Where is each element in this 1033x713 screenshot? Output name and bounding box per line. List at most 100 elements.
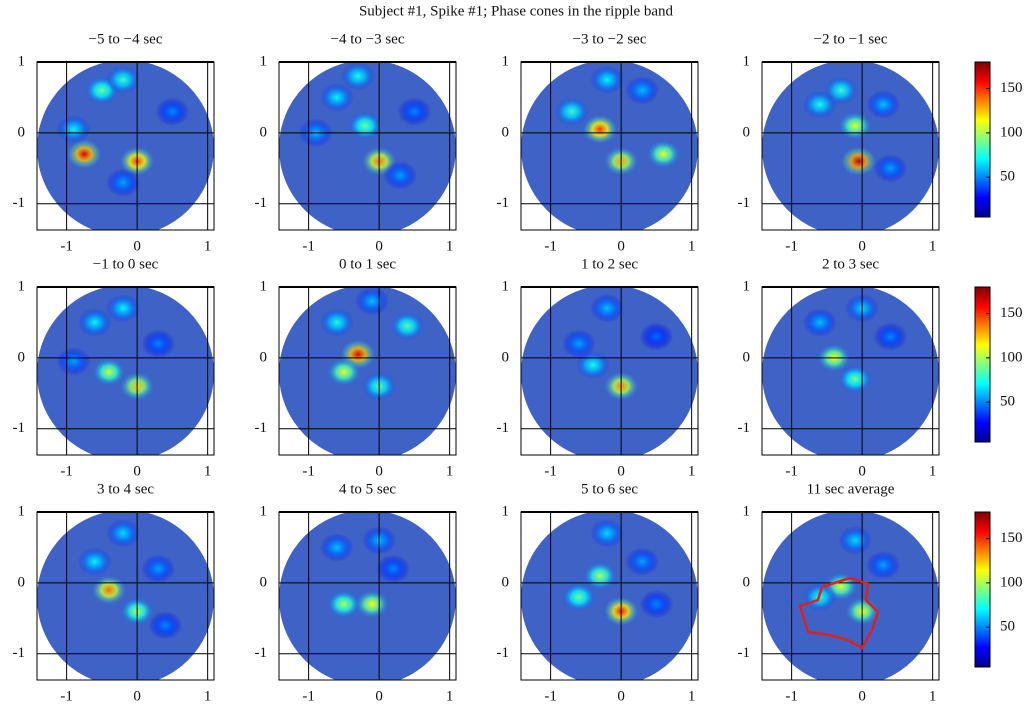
y-tick-label: 0 [502, 574, 510, 590]
panel-title: 1 to 2 sec [581, 256, 638, 272]
colorbar-tick-label: 150 [1000, 530, 1023, 546]
plot-area [762, 62, 939, 230]
x-tick-label: 1 [446, 238, 454, 254]
y-tick-label: 0 [260, 574, 268, 590]
x-tick-label: -1 [785, 688, 798, 704]
panel-title: −2 to −1 sec [814, 31, 888, 47]
y-tick-label: -1 [738, 420, 751, 436]
x-tick-label: -1 [60, 238, 73, 254]
y-tick-label: 0 [18, 574, 26, 590]
hotspot [319, 83, 354, 112]
y-tick-label: -1 [497, 195, 510, 211]
y-tick-label: 1 [18, 53, 26, 69]
y-tick-label: 1 [743, 53, 751, 69]
hotspot [866, 90, 901, 119]
y-tick-label: 0 [18, 124, 26, 140]
colorbar-tick-label: 100 [1000, 124, 1023, 140]
x-tick-label: -1 [785, 238, 798, 254]
plot-area [762, 512, 939, 680]
x-tick-label: 1 [929, 688, 937, 704]
y-tick-label: 1 [18, 503, 26, 519]
hotspot [355, 589, 390, 619]
hotspot [554, 97, 589, 126]
x-tick-label: 1 [204, 238, 212, 254]
y-tick-label: -1 [738, 195, 751, 211]
y-tick-label: 1 [502, 278, 510, 294]
y-tick-label: 1 [18, 278, 26, 294]
hotspot [326, 357, 361, 387]
x-tick-label: 0 [133, 463, 141, 479]
y-tick-label: -1 [497, 420, 510, 436]
plot-area [521, 512, 698, 680]
y-tick-label: 1 [260, 53, 268, 69]
hotspot [348, 111, 382, 140]
colorbar [974, 286, 991, 443]
x-tick-label: 1 [688, 463, 696, 479]
hotspot [155, 97, 190, 126]
hotspot [561, 329, 596, 358]
plot-area [279, 62, 456, 230]
y-tick-label: 1 [502, 503, 510, 519]
x-tick-label: -1 [60, 688, 73, 704]
hotspot [625, 76, 660, 105]
y-tick-label: 1 [743, 503, 751, 519]
hotspot [838, 364, 873, 394]
hotspot [326, 589, 361, 619]
panel-title: −3 to −2 sec [573, 31, 647, 47]
hotspot [319, 533, 354, 562]
y-tick-label: 0 [502, 124, 510, 140]
panel-title: 11 sec average [807, 481, 895, 497]
x-tick-label: 0 [375, 238, 383, 254]
panel-title: 5 to 6 sec [581, 481, 638, 497]
x-tick-label: 0 [133, 238, 141, 254]
panel-title: −1 to 0 sec [93, 256, 159, 272]
figure-title: Subject #1, Spike #1; Phase cones in the… [359, 3, 674, 19]
plot-area [521, 287, 698, 455]
hotspot [625, 547, 660, 576]
x-tick-label: -1 [544, 463, 557, 479]
x-tick-label: -1 [544, 238, 557, 254]
hotspot [56, 347, 91, 376]
panel-title: 0 to 1 sec [339, 256, 396, 272]
hotspot [77, 547, 112, 576]
hotspot [646, 139, 681, 169]
hotspot [841, 147, 876, 176]
y-tick-label: -1 [738, 645, 751, 661]
y-tick-label: 0 [18, 349, 26, 365]
y-tick-label: -1 [497, 645, 510, 661]
hotspot [67, 139, 102, 169]
hotspot [873, 154, 908, 183]
x-tick-label: 0 [133, 688, 141, 704]
hotspot [106, 65, 140, 94]
y-tick-label: 1 [260, 278, 268, 294]
y-tick-label: -1 [255, 420, 268, 436]
y-tick-label: 0 [260, 124, 268, 140]
hotspot [590, 519, 624, 548]
hotspot [148, 611, 183, 640]
hotspot [106, 294, 140, 323]
x-tick-label: 0 [858, 688, 866, 704]
y-tick-label: 0 [743, 124, 751, 140]
x-tick-label: -1 [544, 688, 557, 704]
hotspot [319, 308, 354, 337]
x-tick-label: -1 [60, 463, 73, 479]
hotspot [141, 554, 176, 583]
x-tick-label: 1 [929, 463, 937, 479]
colorbar [974, 511, 991, 668]
y-tick-label: -1 [255, 195, 268, 211]
hotspot [590, 294, 624, 323]
x-tick-label: 1 [688, 238, 696, 254]
y-tick-label: 0 [743, 349, 751, 365]
hotspot [106, 519, 140, 548]
x-tick-label: 1 [929, 238, 937, 254]
plot-area [279, 512, 456, 680]
hotspot [92, 357, 126, 387]
colorbar-tick-label: 100 [1000, 349, 1023, 365]
y-tick-label: 0 [502, 349, 510, 365]
y-tick-label: 0 [743, 574, 751, 590]
hotspot [106, 168, 140, 197]
y-tick-label: 0 [260, 349, 268, 365]
colorbar-tick-label: 50 [1000, 169, 1015, 185]
hotspot [866, 550, 901, 580]
